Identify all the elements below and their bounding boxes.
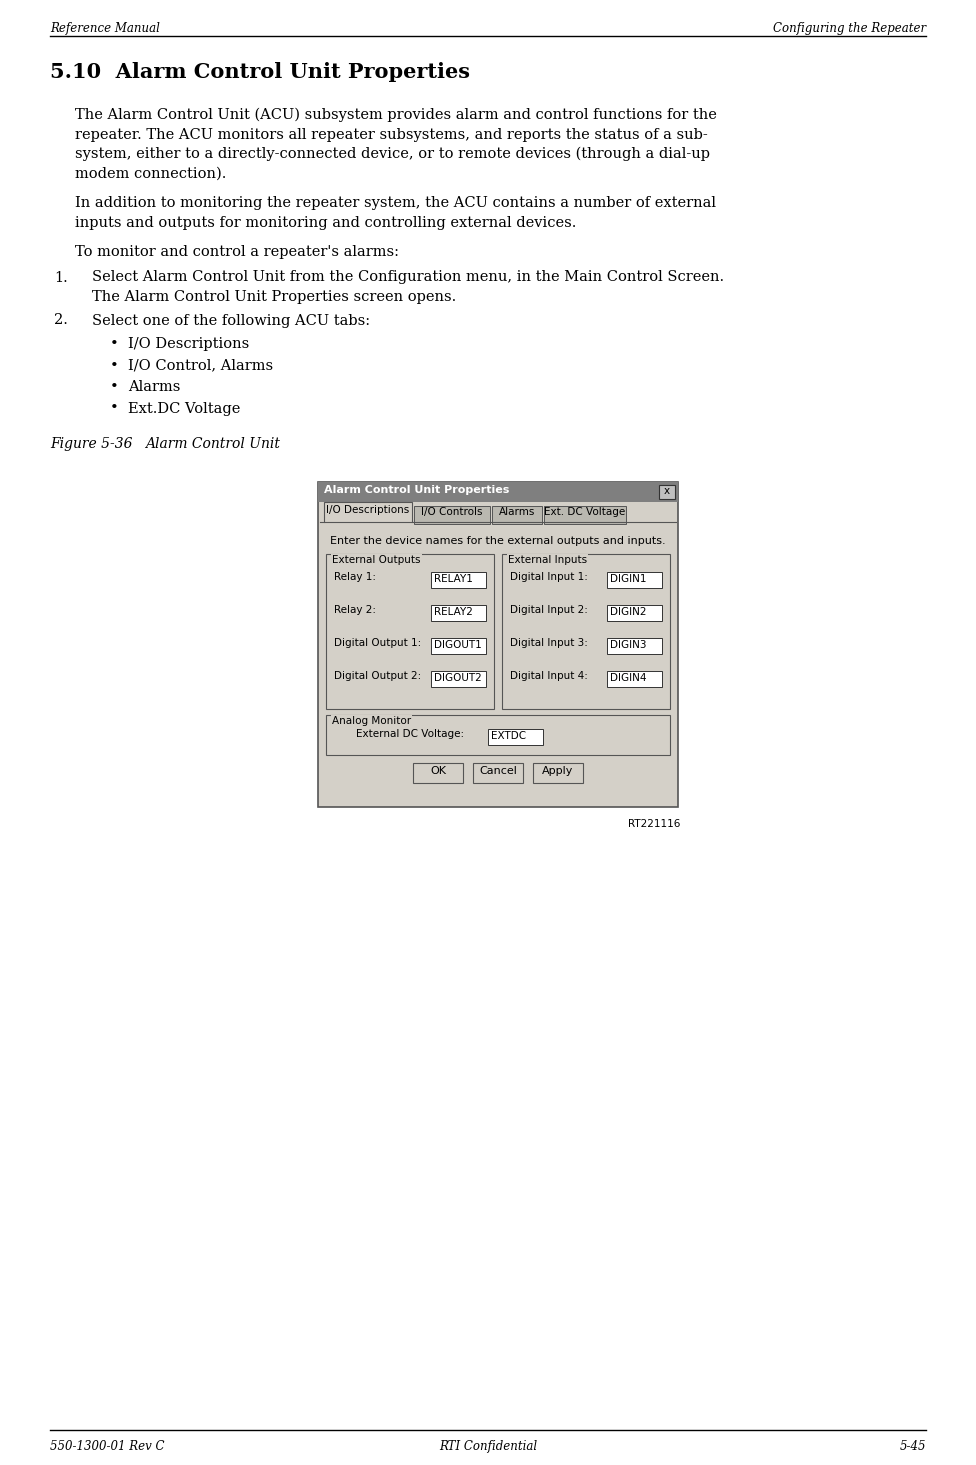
FancyBboxPatch shape <box>431 637 486 653</box>
Text: Digital Output 1:: Digital Output 1: <box>334 637 422 648</box>
Text: 550-1300-01 Rev C: 550-1300-01 Rev C <box>50 1440 165 1453</box>
FancyBboxPatch shape <box>431 571 486 587</box>
FancyBboxPatch shape <box>607 605 662 621</box>
Text: x: x <box>664 486 671 497</box>
Text: Digital Input 1:: Digital Input 1: <box>510 571 588 582</box>
Text: Digital Input 2:: Digital Input 2: <box>510 605 588 615</box>
Text: RELAY1: RELAY1 <box>434 574 473 585</box>
Text: Ext. DC Voltage: Ext. DC Voltage <box>545 507 626 517</box>
Text: Alarms: Alarms <box>499 507 535 517</box>
FancyBboxPatch shape <box>533 763 583 782</box>
FancyBboxPatch shape <box>318 482 678 502</box>
Text: To monitor and control a repeater's alarms:: To monitor and control a repeater's alar… <box>75 245 399 259</box>
Text: •: • <box>110 359 119 372</box>
Text: inputs and outputs for monitoring and controlling external devices.: inputs and outputs for monitoring and co… <box>75 215 577 230</box>
Text: Analog Monitor: Analog Monitor <box>332 716 411 727</box>
Text: Digital Input 4:: Digital Input 4: <box>510 671 588 681</box>
Text: •: • <box>110 379 119 394</box>
Text: Select one of the following ACU tabs:: Select one of the following ACU tabs: <box>92 314 370 328</box>
FancyBboxPatch shape <box>413 763 463 782</box>
FancyBboxPatch shape <box>544 505 626 524</box>
Text: Relay 1:: Relay 1: <box>334 571 376 582</box>
Text: Alarm Control Unit Properties: Alarm Control Unit Properties <box>324 485 509 495</box>
FancyBboxPatch shape <box>492 505 542 524</box>
FancyBboxPatch shape <box>318 482 678 807</box>
Text: DIGIN2: DIGIN2 <box>610 607 646 617</box>
Text: 5-45: 5-45 <box>900 1440 926 1453</box>
Text: Figure 5-36: Figure 5-36 <box>50 437 133 451</box>
Text: I/O Control, Alarms: I/O Control, Alarms <box>128 359 273 372</box>
FancyBboxPatch shape <box>414 505 490 524</box>
Text: External Outputs: External Outputs <box>332 555 421 565</box>
Text: Ext.DC Voltage: Ext.DC Voltage <box>128 401 240 416</box>
Text: RTI Confidential: RTI Confidential <box>439 1440 537 1453</box>
Text: DIGIN3: DIGIN3 <box>610 640 646 650</box>
Text: Relay 2:: Relay 2: <box>334 605 376 615</box>
Text: EXTDC: EXTDC <box>491 731 526 741</box>
Text: •: • <box>110 401 119 416</box>
Text: I/O Descriptions: I/O Descriptions <box>128 337 249 352</box>
Text: 1.: 1. <box>55 271 68 284</box>
FancyBboxPatch shape <box>607 671 662 687</box>
Text: 2.: 2. <box>54 314 68 328</box>
FancyBboxPatch shape <box>431 605 486 621</box>
Text: Apply: Apply <box>543 766 574 776</box>
Text: The Alarm Control Unit (ACU) subsystem provides alarm and control functions for : The Alarm Control Unit (ACU) subsystem p… <box>75 108 717 123</box>
Text: DIGOUT2: DIGOUT2 <box>434 672 482 683</box>
Text: modem connection).: modem connection). <box>75 167 226 180</box>
Text: Select Alarm Control Unit from the Configuration menu, in the Main Control Scree: Select Alarm Control Unit from the Confi… <box>92 271 724 284</box>
FancyBboxPatch shape <box>659 485 675 500</box>
Text: 5.10  Alarm Control Unit Properties: 5.10 Alarm Control Unit Properties <box>50 62 470 82</box>
Text: DIGIN4: DIGIN4 <box>610 672 646 683</box>
Text: Alarm Control Unit: Alarm Control Unit <box>145 437 280 451</box>
FancyBboxPatch shape <box>473 763 523 782</box>
Text: External Inputs: External Inputs <box>508 555 588 565</box>
Text: Reference Manual: Reference Manual <box>50 22 160 35</box>
Text: RT221116: RT221116 <box>628 819 680 829</box>
FancyBboxPatch shape <box>431 671 486 687</box>
Text: RELAY2: RELAY2 <box>434 607 473 617</box>
Text: •: • <box>110 337 119 352</box>
Text: Configuring the Repeater: Configuring the Repeater <box>773 22 926 35</box>
Text: Alarms: Alarms <box>128 379 181 394</box>
Text: repeater. The ACU monitors all repeater subsystems, and reports the status of a : repeater. The ACU monitors all repeater … <box>75 127 708 142</box>
Text: Digital Output 2:: Digital Output 2: <box>334 671 422 681</box>
Text: system, either to a directly-connected device, or to remote devices (through a d: system, either to a directly-connected d… <box>75 146 710 161</box>
FancyBboxPatch shape <box>324 502 412 522</box>
FancyBboxPatch shape <box>607 637 662 653</box>
Text: Digital Input 3:: Digital Input 3: <box>510 637 588 648</box>
Text: I/O Controls: I/O Controls <box>422 507 483 517</box>
Text: In addition to monitoring the repeater system, the ACU contains a number of exte: In addition to monitoring the repeater s… <box>75 196 716 209</box>
Text: OK: OK <box>430 766 446 776</box>
Text: Enter the device names for the external outputs and inputs.: Enter the device names for the external … <box>330 536 666 546</box>
FancyBboxPatch shape <box>607 571 662 587</box>
Text: Cancel: Cancel <box>479 766 517 776</box>
Text: I/O Descriptions: I/O Descriptions <box>326 505 410 516</box>
FancyBboxPatch shape <box>488 730 543 746</box>
Text: DIGOUT1: DIGOUT1 <box>434 640 482 650</box>
Text: External DC Voltage:: External DC Voltage: <box>356 730 465 738</box>
Text: The Alarm Control Unit Properties screen opens.: The Alarm Control Unit Properties screen… <box>92 290 456 305</box>
Text: DIGIN1: DIGIN1 <box>610 574 646 585</box>
